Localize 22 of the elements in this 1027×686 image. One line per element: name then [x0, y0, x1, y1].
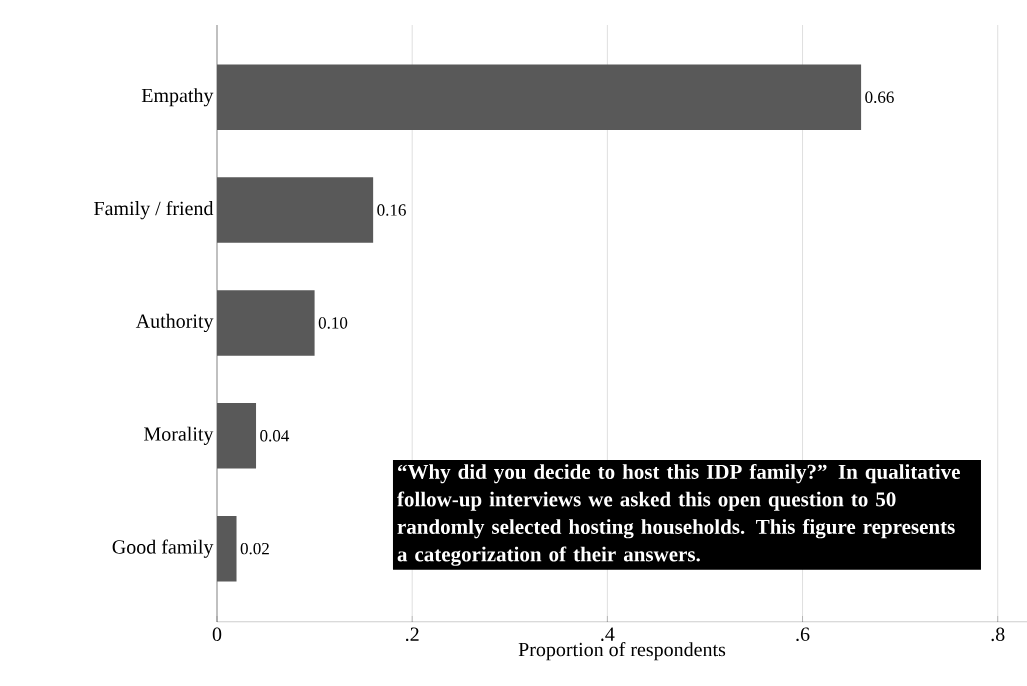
- bar: [217, 515, 237, 582]
- bar: [217, 177, 374, 243]
- bar: [217, 290, 315, 356]
- bar: [217, 64, 862, 130]
- y-tick-label: Morality: [144, 426, 214, 445]
- x-tick-label: .4: [601, 627, 615, 641]
- x-tick-label: .6: [796, 627, 810, 642]
- data-label: 0.16: [377, 204, 406, 216]
- data-label: 0.04: [260, 430, 290, 442]
- annotation: “Why did you decide to host this IDP family?” In qualitative follow-up interviews we asked this open question to 50 randomly selected hosting households. This figure represents a categorization of their answers.: [397, 463, 960, 566]
- y-tick-label: Empathy: [141, 88, 214, 107]
- y-tick-label: Family / friend: [94, 200, 214, 220]
- data-label: 0.02: [240, 542, 269, 555]
- x-tick-label: .2: [406, 627, 419, 642]
- x-tick-label: 0: [212, 627, 222, 642]
- bar: [217, 403, 257, 469]
- y-tick-label: Authority: [135, 313, 214, 333]
- data-label: 0.10: [318, 317, 348, 329]
- x-tick-label: .8: [991, 627, 1005, 642]
- y-tick-label: Good family: [112, 539, 214, 558]
- x-axis-title: Proportion of respondents: [518, 641, 726, 661]
- data-label: 0.66: [865, 91, 894, 103]
